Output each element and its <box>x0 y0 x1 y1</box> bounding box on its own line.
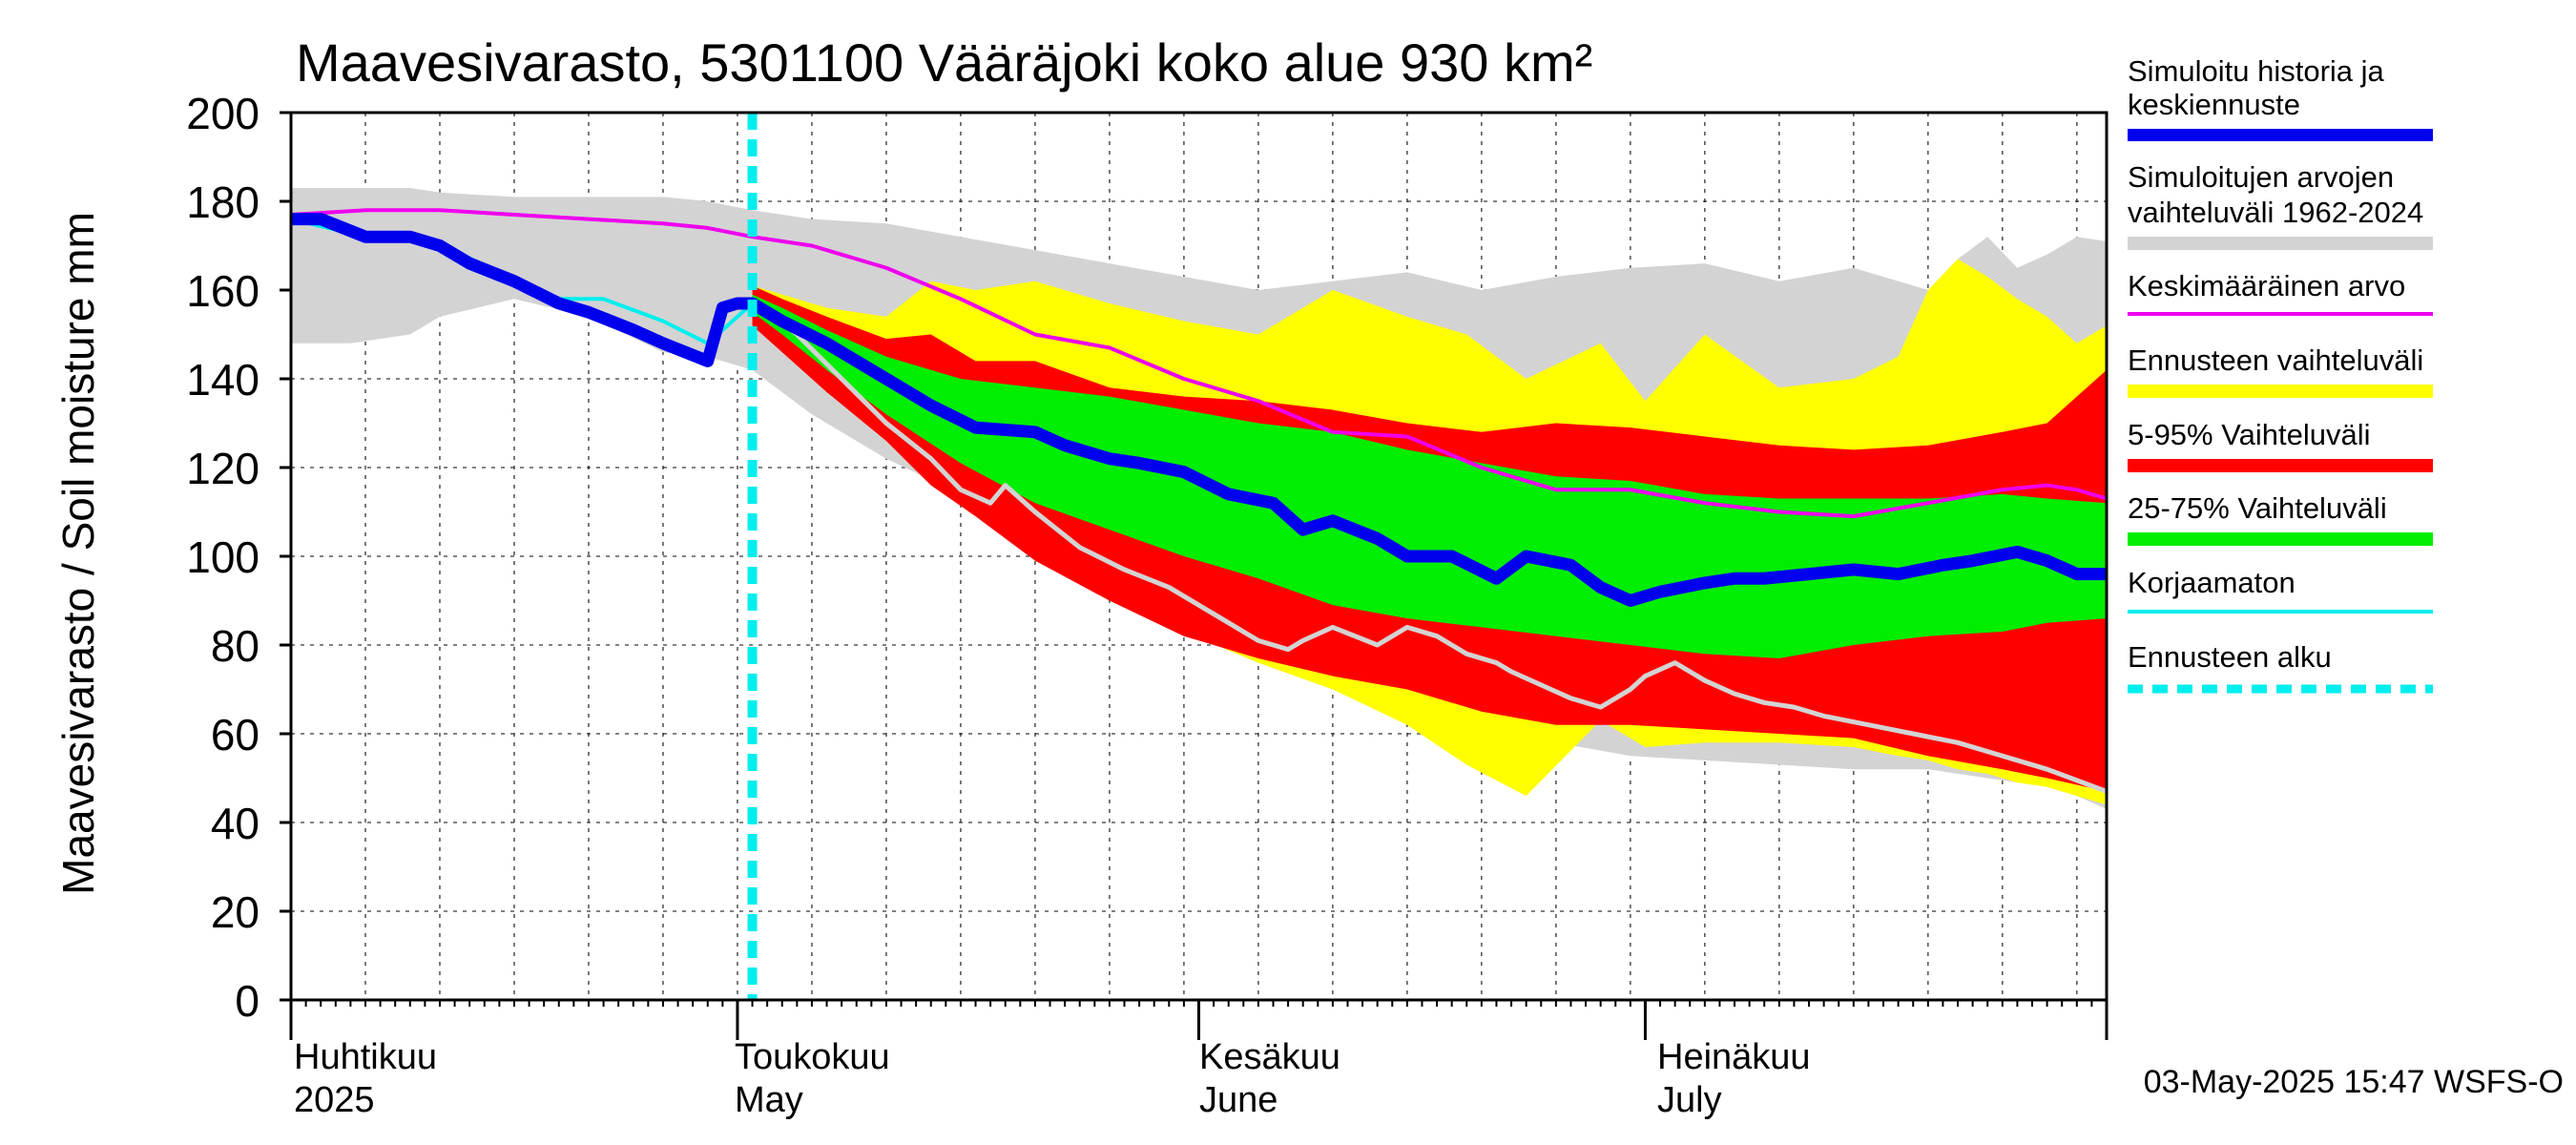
legend-label-forecast-range: Ennusteen vaihteluväli <box>2128 344 2423 377</box>
month-sublabel-april: 2025 <box>294 1080 375 1120</box>
p25-75-band <box>752 294 2107 658</box>
legend-swatch-forecast-range <box>2128 385 2433 398</box>
legend-label-hist-range: Simuloitujen arvojen <box>2128 160 2394 194</box>
bands <box>291 188 2107 810</box>
chart-title: Maavesivarasto, 5301100 Vääräjoki koko a… <box>296 32 1592 93</box>
month-sublabel-july: July <box>1657 1080 1722 1120</box>
month-sublabel-june: June <box>1199 1080 1278 1120</box>
mean-line <box>290 208 2108 519</box>
legend-label-p25-75: 25-75% Vaihteluväli <box>2128 491 2387 525</box>
month-label-april: Huhtikuu <box>294 1037 437 1077</box>
y-tick-label: 20 <box>211 887 260 937</box>
month-label-june: Kesäkuu <box>1199 1037 1340 1077</box>
legend-label-p5-95: 5-95% Vaihteluväli <box>2128 418 2370 451</box>
y-tick-label: 0 <box>235 976 260 1026</box>
month-label-may: Toukokuu <box>735 1037 890 1077</box>
month-sublabel-may: May <box>735 1080 803 1120</box>
month-label-july: Heinäkuu <box>1657 1037 1811 1077</box>
legend-swatch-p5-95 <box>2128 459 2433 472</box>
y-axis-label: Maavesivarasto / Soil moisture mm <box>53 212 103 895</box>
lines <box>290 113 2108 1000</box>
legend-swatch-p25-75 <box>2128 532 2433 546</box>
y-tick-label: 140 <box>186 355 260 405</box>
y-tick-label: 100 <box>186 532 260 582</box>
y-tick-label: 120 <box>186 444 260 493</box>
legend-swatch-hist-range <box>2128 237 2433 250</box>
y-tick-label: 160 <box>186 266 260 316</box>
legend-swatch-mean <box>2128 312 2433 316</box>
legend-label-hist-range-2: vaihteluväli 1962-2024 <box>2128 196 2423 229</box>
main-simulation-line <box>291 213 2107 607</box>
legend-label-uncorrected: Korjaamaton <box>2128 566 2296 599</box>
legend-label-forecast-start: Ennusteen alku <box>2128 640 2332 674</box>
y-axis-ticks: 0 20 40 60 80 100 120 140 160 180 200 <box>186 89 291 1026</box>
legend-label-main-2: keskiennuste <box>2128 88 2300 121</box>
legend-label-mean: Keskimääräinen arvo <box>2128 269 2405 302</box>
y-tick-label: 200 <box>186 89 260 138</box>
unadjusted-tail-line <box>750 297 2108 794</box>
legend-swatch-uncorrected <box>2128 610 2433 614</box>
y-tick-label: 40 <box>211 799 260 848</box>
legend-label-main: Simuloitu historia ja <box>2128 54 2385 88</box>
y-tick-label: 80 <box>211 621 260 671</box>
footer-timestamp: 03-May-2025 15:47 WSFS-O <box>2144 1064 2564 1100</box>
legend: Simuloitu historia ja keskiennuste Simul… <box>2128 54 2433 694</box>
y-tick-label: 60 <box>211 710 260 760</box>
y-tick-label: 180 <box>186 177 260 227</box>
legend-swatch-main <box>2128 129 2433 141</box>
x-axis-ticks <box>289 1000 2109 1040</box>
